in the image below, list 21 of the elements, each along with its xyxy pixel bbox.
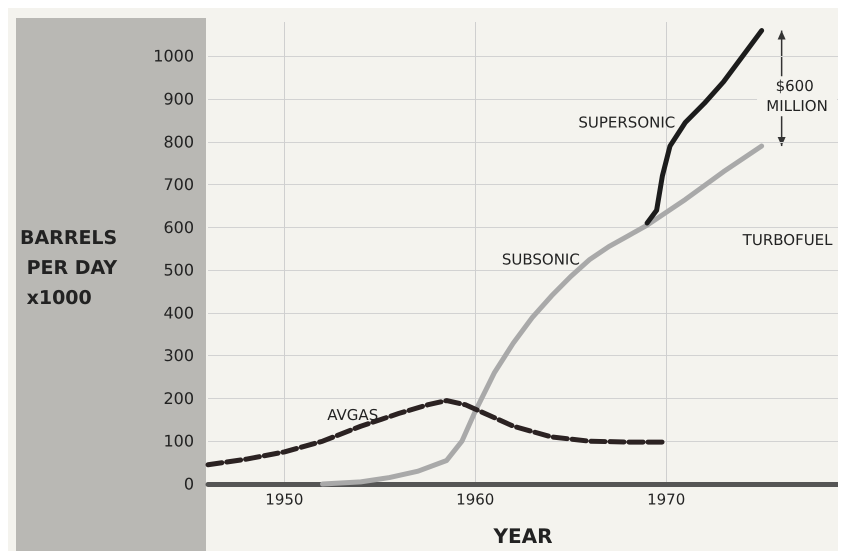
y-tick-label: 1000	[153, 46, 194, 66]
y-tick-label: 900	[163, 90, 194, 108]
series-label: AVGAS	[327, 406, 378, 424]
x-axis-title: YEAR	[492, 524, 553, 548]
y-axis-title: BARRELS PER DAY x1000	[20, 227, 118, 309]
x-tick-label: 1950	[265, 490, 304, 508]
annotation: $600 MILLION	[766, 77, 828, 116]
y-tick-label: 200	[163, 388, 194, 408]
y-tick-label: 0	[184, 474, 194, 494]
x-tick-label: 1960	[456, 490, 494, 508]
y-tick-label: 400	[163, 303, 194, 322]
annotation: TURBOFUEL	[742, 231, 834, 250]
y-tick-label: 800	[163, 132, 194, 152]
series-label: SUBSONIC	[502, 250, 580, 268]
y-tick-label: 300	[163, 346, 194, 366]
x-tick-label: 1970	[647, 490, 686, 508]
y-tick-label: 100	[163, 432, 194, 451]
y-tick-label: 600	[163, 218, 194, 237]
series-label: SUPERSONIC	[578, 114, 676, 132]
y-tick-label: 500	[163, 260, 194, 280]
y-tick-label: 700	[163, 175, 194, 194]
